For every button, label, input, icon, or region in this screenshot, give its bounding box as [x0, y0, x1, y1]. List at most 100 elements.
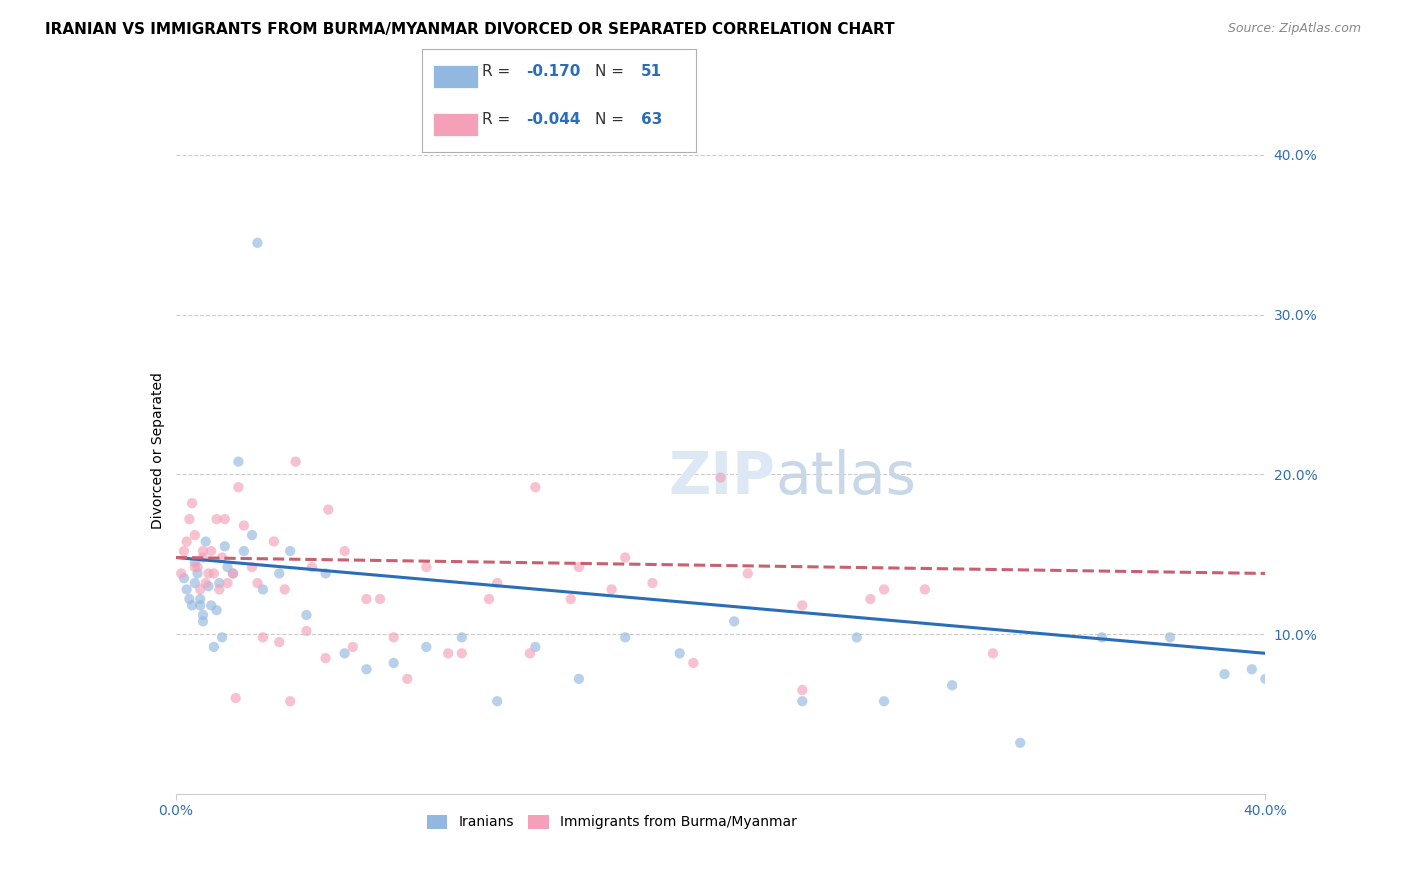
Point — [269, 635, 291, 649]
Point — [792, 599, 814, 613]
Point — [1213, 667, 1236, 681]
Point — [184, 555, 207, 569]
Point — [232, 544, 254, 558]
Text: Source: ZipAtlas.com: Source: ZipAtlas.com — [1227, 22, 1361, 36]
Point — [614, 550, 637, 565]
Point — [614, 631, 637, 645]
Text: 51: 51 — [641, 64, 662, 79]
Point — [194, 534, 217, 549]
Point — [315, 651, 337, 665]
Point — [186, 566, 209, 581]
Point — [246, 576, 269, 591]
Point — [188, 592, 211, 607]
Point — [368, 592, 391, 607]
Point — [560, 592, 582, 607]
Text: N =: N = — [595, 112, 628, 128]
Point — [208, 582, 231, 597]
FancyBboxPatch shape — [433, 65, 478, 88]
Point — [356, 592, 378, 607]
Point — [211, 550, 233, 565]
Y-axis label: Divorced or Separated: Divorced or Separated — [150, 372, 165, 529]
Point — [274, 582, 297, 597]
Text: N =: N = — [595, 64, 628, 79]
Point — [1240, 662, 1263, 676]
Point — [301, 560, 323, 574]
Point — [295, 624, 318, 638]
Point — [284, 455, 307, 469]
Point — [415, 560, 437, 574]
Point — [845, 631, 868, 645]
Text: ZIP: ZIP — [668, 450, 775, 507]
Point — [228, 480, 250, 494]
Point — [173, 544, 195, 558]
Point — [232, 518, 254, 533]
Point — [181, 599, 204, 613]
Point — [202, 640, 225, 654]
Point — [315, 566, 337, 581]
Point — [191, 550, 214, 565]
Point — [342, 640, 364, 654]
Point — [217, 560, 239, 574]
Point — [214, 539, 236, 553]
Point — [184, 576, 207, 591]
Point — [217, 576, 239, 591]
Point — [263, 534, 285, 549]
Point — [184, 560, 207, 574]
Point — [873, 694, 896, 708]
Point — [486, 694, 509, 708]
Point — [1159, 631, 1181, 645]
Point — [246, 235, 269, 250]
Point — [252, 582, 274, 597]
Point — [197, 579, 219, 593]
Point — [181, 496, 204, 510]
Point — [205, 603, 228, 617]
Point — [524, 640, 547, 654]
Point — [197, 566, 219, 581]
Point — [1091, 631, 1114, 645]
Point — [873, 582, 896, 597]
Point — [450, 646, 472, 660]
Point — [191, 544, 214, 558]
Point — [941, 678, 963, 692]
Text: 63: 63 — [641, 112, 662, 128]
Point — [211, 631, 233, 645]
Point — [524, 480, 547, 494]
Point — [737, 566, 759, 581]
Point — [191, 607, 214, 622]
Text: R =: R = — [482, 64, 515, 79]
Point — [295, 607, 318, 622]
Point — [1010, 736, 1032, 750]
Point — [200, 544, 222, 558]
Point — [450, 631, 472, 645]
Point — [176, 582, 198, 597]
Point — [710, 470, 733, 484]
Point — [188, 582, 211, 597]
Point — [356, 662, 378, 676]
Point — [191, 615, 214, 629]
Text: IRANIAN VS IMMIGRANTS FROM BURMA/MYANMAR DIVORCED OR SEPARATED CORRELATION CHART: IRANIAN VS IMMIGRANTS FROM BURMA/MYANMAR… — [45, 22, 894, 37]
Point — [225, 691, 247, 706]
Point — [188, 599, 211, 613]
Point — [184, 528, 207, 542]
Text: atlas: atlas — [775, 450, 917, 507]
Point — [179, 512, 201, 526]
Point — [194, 576, 217, 591]
Point — [415, 640, 437, 654]
Point — [568, 672, 591, 686]
Point — [179, 592, 201, 607]
Point — [486, 576, 509, 591]
Point — [600, 582, 623, 597]
Point — [792, 694, 814, 708]
Text: R =: R = — [482, 112, 515, 128]
Point — [228, 455, 250, 469]
Point — [205, 512, 228, 526]
Point — [240, 528, 263, 542]
Point — [278, 544, 301, 558]
Point — [200, 599, 222, 613]
Point — [641, 576, 664, 591]
Point — [519, 646, 541, 660]
Point — [202, 566, 225, 581]
Point — [173, 571, 195, 585]
Point — [792, 683, 814, 698]
Point — [333, 646, 356, 660]
